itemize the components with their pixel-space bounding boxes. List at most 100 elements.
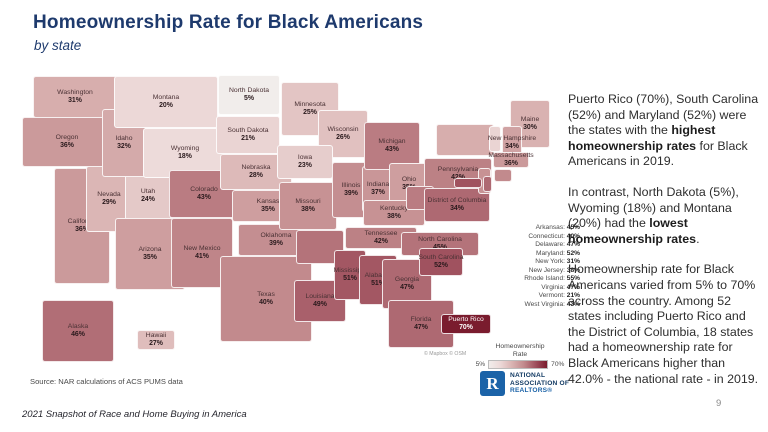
state-tile-hawaii: Hawaii 27% xyxy=(137,330,175,350)
small-state-list-item: Virginia: 47% xyxy=(541,283,580,291)
state-tile-south-dakota: South Dakota 21% xyxy=(216,116,280,154)
small-state-list-item: Rhode Island: 55% xyxy=(524,275,580,282)
state-value: 36% xyxy=(75,225,89,233)
legend-min-label: 5% xyxy=(475,361,486,369)
state-value: 45% xyxy=(433,244,447,252)
state-value: 47% xyxy=(414,323,428,331)
state-label: Minnesota xyxy=(294,101,326,109)
state-value: 40% xyxy=(259,298,273,306)
state-tile-louisiana: Louisiana 49% xyxy=(294,280,346,322)
us-choropleth-map: California 36% Nevada 29% Utah 24% Washington 3… xyxy=(8,66,564,386)
state-label: Alabama xyxy=(364,272,392,280)
state-value: 38% xyxy=(387,212,401,220)
state-value: 43% xyxy=(197,193,211,201)
state-tile-new-hampshire: New Hampshire 34% xyxy=(488,126,536,160)
state-value: 39% xyxy=(269,239,283,247)
state-label: Puerto Rico xyxy=(448,316,484,324)
state-label: Arizona xyxy=(138,246,162,254)
state-label: Kentucky xyxy=(380,205,408,213)
state-value: 5% xyxy=(244,94,254,102)
legend-max-label: 70% xyxy=(551,361,565,369)
state-value: 32% xyxy=(117,142,131,150)
state-label: California xyxy=(67,218,97,226)
state-label: Oregon xyxy=(55,134,79,142)
state-tile-new-york xyxy=(436,124,494,156)
state-value: 42% xyxy=(374,237,388,245)
nar-logo-line1: NATIONAL xyxy=(510,372,546,380)
state-value: 35% xyxy=(143,253,157,261)
page-number: 9 xyxy=(716,398,722,409)
state-label: North Dakota xyxy=(228,87,270,95)
report-title-footer: 2021 Snapshot of Race and Home Buying in… xyxy=(22,409,247,420)
state-value: 29% xyxy=(102,198,116,206)
state-tile-north-carolina: North Carolina45% xyxy=(401,232,479,256)
legend-gradient-bar xyxy=(488,360,549,370)
state-label: Nevada xyxy=(97,191,121,199)
state-tile-iowa: Iowa 23% xyxy=(277,145,333,179)
state-value: 39% xyxy=(344,189,358,197)
state-label: New Hampshire xyxy=(487,135,537,143)
state-value: 18% xyxy=(178,152,192,160)
state-tile-south-carolina: South Carolina 52% xyxy=(419,248,463,276)
state-label: Maine xyxy=(520,116,540,124)
state-label: North Carolina xyxy=(418,236,462,244)
small-state-list-item: Connecticut: 40% xyxy=(528,232,580,240)
small-state-list-item: West Virginia: 43% xyxy=(524,300,580,308)
state-tile-connecticut xyxy=(494,169,512,182)
small-states-list: Arkansas: 45% Connecticut: 40% Delaware: 4… xyxy=(495,224,580,309)
state-label: New Mexico xyxy=(183,245,221,253)
state-label: Mississippi xyxy=(333,267,367,275)
state-label: Indiana xyxy=(366,181,390,189)
state-tile-maryland xyxy=(454,178,482,188)
small-state-list-item: Arkansas: 45% xyxy=(535,224,580,231)
state-value: 20% xyxy=(159,101,173,109)
state-value: 51% xyxy=(371,279,385,287)
state-label: Idaho xyxy=(115,135,133,143)
state-label: Hawaii xyxy=(145,332,167,340)
state-label: Michigan xyxy=(378,138,406,146)
state-label: Ohio xyxy=(401,176,417,184)
state-value: 51% xyxy=(343,274,357,282)
state-value: 49% xyxy=(313,300,327,308)
commentary-panel: Puerto Rico (70%), South Carolina (52%) … xyxy=(568,92,762,402)
state-value: 28% xyxy=(249,171,263,179)
state-tile-texas: Texas 40% xyxy=(220,256,312,342)
state-value: 46% xyxy=(71,330,85,338)
small-state-list-item: Vermont: 21% xyxy=(538,292,580,299)
commentary-paragraph: Homeownership rate for Black Americans v… xyxy=(568,262,759,386)
state-value: 26% xyxy=(336,133,350,141)
state-value: 21% xyxy=(241,134,255,142)
state-value: 38% xyxy=(301,205,315,213)
state-label: Missouri xyxy=(295,198,321,206)
state-label: District of Columbia xyxy=(427,197,487,205)
state-label: Colorado xyxy=(190,186,218,194)
state-label: Louisiana xyxy=(305,293,335,301)
state-label: Washington xyxy=(57,89,93,97)
state-label: Wyoming xyxy=(170,145,200,153)
state-tile-virginia: District of Columbia 34% xyxy=(424,188,490,222)
state-value: 30% xyxy=(523,123,537,131)
state-tile-north-dakota: North Dakota 5% xyxy=(218,75,280,115)
state-label: Illinois xyxy=(341,182,361,190)
state-label: South Carolina xyxy=(418,254,464,262)
state-tile-delaware xyxy=(483,176,492,192)
state-value: 41% xyxy=(195,252,209,260)
state-tile-tennessee: Tennessee 42% xyxy=(345,227,417,249)
state-value: 47% xyxy=(400,283,414,291)
state-tile-vermont xyxy=(489,126,501,152)
small-state-list-item: Delaware: 47% xyxy=(535,241,580,248)
state-label: Kansas xyxy=(256,198,280,206)
state-value: 27% xyxy=(149,339,163,347)
state-label: South Dakota xyxy=(227,127,269,135)
state-label: Florida xyxy=(410,316,432,324)
state-value: 37% xyxy=(371,188,385,196)
nar-logo-line2: ASSOCIATION OF xyxy=(510,379,570,387)
nar-logo-icon: R xyxy=(480,371,505,396)
page-subtitle: by state xyxy=(34,38,82,53)
state-value: 23% xyxy=(298,161,312,169)
state-label: Massachusetts xyxy=(488,152,534,160)
state-tile-massachusetts: Massachusetts 36% xyxy=(488,152,534,168)
state-tile-missouri: Missouri 38% xyxy=(279,182,337,230)
state-label: Nebraska xyxy=(241,164,271,172)
